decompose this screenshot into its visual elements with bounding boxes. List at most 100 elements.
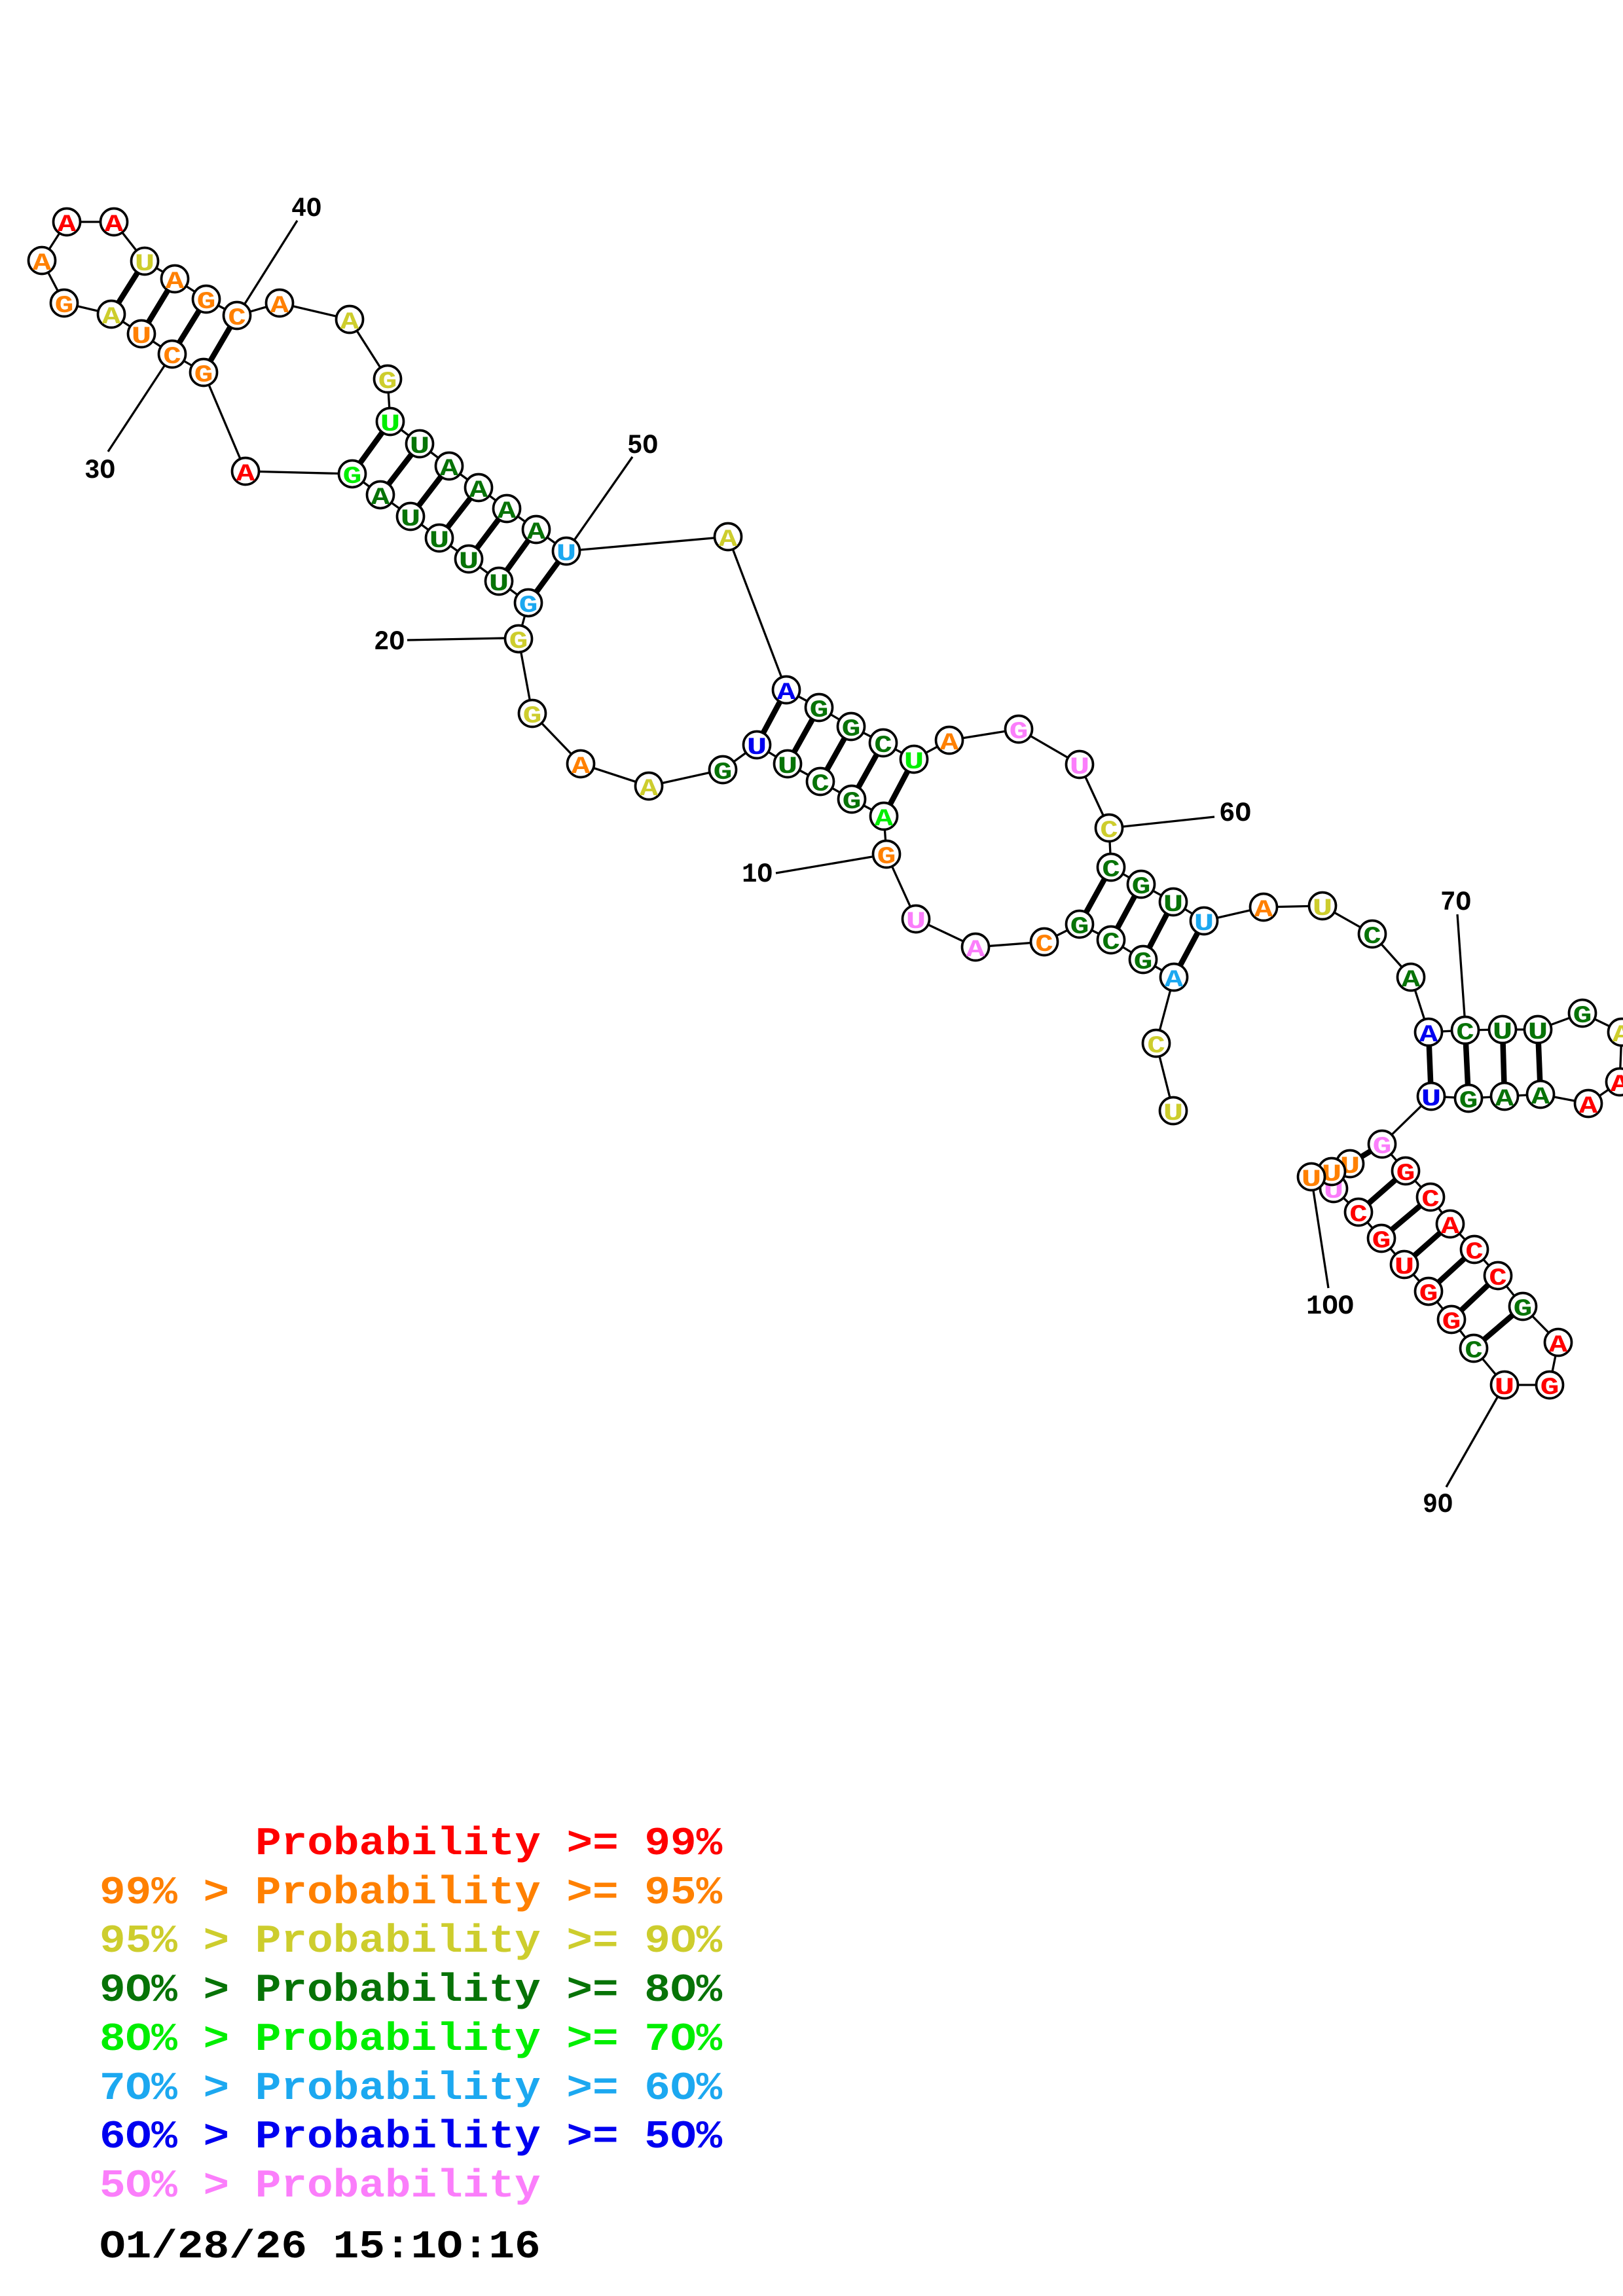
svg-text:6O% > Probability >= 5O%: 6O% > Probability >= 5O% [100, 2115, 723, 2160]
svg-text:C: C [1035, 931, 1053, 959]
svg-text:G: G [1373, 1134, 1392, 1161]
svg-text:G: G [1396, 1160, 1415, 1188]
svg-text:U: U [556, 541, 577, 568]
svg-text:G: G [519, 592, 538, 620]
svg-text:C: C [1363, 924, 1381, 951]
svg-text:U: U [380, 411, 401, 439]
svg-text:U: U [410, 433, 430, 461]
svg-text:8O% > Probability >= 7O%: 8O% > Probability >= 7O% [100, 2018, 723, 2062]
svg-text:U: U [459, 548, 479, 576]
svg-text:A: A [1531, 1084, 1551, 1111]
svg-text:A: A [1419, 1022, 1439, 1049]
svg-text:U: U [401, 506, 421, 533]
svg-text:A: A [1549, 1332, 1569, 1359]
svg-text:U: U [1163, 1100, 1184, 1128]
svg-text:A: A [1611, 1071, 1623, 1099]
svg-text:C: C [1465, 1239, 1484, 1266]
svg-text:1O: 1O [742, 859, 773, 890]
svg-text:A: A [1254, 897, 1274, 924]
svg-text:A: A [166, 268, 185, 296]
svg-text:9O: 9O [1423, 1489, 1453, 1520]
svg-text:A: A [102, 304, 122, 331]
svg-text:A: A [572, 753, 591, 781]
svg-text:A: A [440, 456, 460, 483]
svg-text:G: G [1442, 1309, 1461, 1336]
svg-text:U: U [1070, 754, 1090, 781]
svg-text:U: U [489, 571, 509, 598]
svg-text:6O: 6O [1219, 798, 1251, 829]
svg-text:U: U [1163, 891, 1184, 919]
svg-text:U: U [778, 753, 798, 781]
svg-text:C: C [1102, 929, 1120, 957]
svg-text:G: G [1419, 1281, 1438, 1308]
svg-text:U: U [1313, 895, 1333, 923]
svg-text:A: A [340, 309, 360, 336]
svg-text:U: U [1194, 910, 1214, 938]
svg-text:A: A [33, 250, 52, 278]
svg-text:G: G [843, 789, 862, 816]
svg-text:A: A [1613, 1022, 1623, 1049]
svg-text:A: A [1579, 1093, 1599, 1121]
svg-text:U: U [1421, 1086, 1442, 1113]
svg-text:G: G [1010, 719, 1029, 746]
svg-text:G: G [1132, 874, 1151, 901]
svg-text:C: C [1349, 1202, 1368, 1229]
svg-text:U: U [906, 908, 926, 936]
svg-text:Probability >= 99%: Probability >= 99% [255, 1822, 723, 1867]
svg-text:G: G [877, 844, 896, 871]
svg-text:7O% > Probability >= 6O%: 7O% > Probability >= 6O% [100, 2067, 723, 2111]
svg-text:9O% > Probability >= 8O%: 9O% > Probability >= 8O% [100, 1969, 723, 2013]
svg-text:A: A [1441, 1213, 1461, 1241]
svg-text:A: A [236, 461, 256, 488]
svg-text:G: G [509, 628, 528, 656]
svg-text:G: G [194, 362, 213, 389]
svg-text:A: A [1495, 1086, 1515, 1113]
svg-text:G: G [378, 368, 397, 396]
svg-text:G: G [1541, 1374, 1559, 1402]
svg-text:A: A [966, 937, 986, 964]
svg-text:G: G [1070, 914, 1089, 941]
svg-text:G: G [810, 697, 829, 725]
svg-text:G: G [197, 289, 216, 316]
svg-text:G: G [1134, 949, 1153, 977]
svg-text:U: U [904, 749, 924, 776]
svg-text:U: U [747, 734, 767, 762]
svg-text:U: U [1495, 1374, 1515, 1402]
svg-text:A: A [527, 519, 547, 547]
svg-text:A: A [469, 477, 489, 505]
svg-text:A: A [940, 730, 960, 757]
svg-text:A: A [371, 484, 391, 512]
svg-text:U: U [135, 251, 155, 278]
svg-text:C: C [163, 344, 181, 371]
svg-text:3O: 3O [84, 455, 115, 486]
svg-text:A: A [1165, 967, 1184, 994]
svg-text:G: G [714, 759, 733, 787]
svg-text:G: G [523, 703, 542, 730]
svg-text:G: G [55, 293, 74, 320]
svg-text:C: C [811, 771, 830, 798]
svg-text:C: C [1102, 857, 1120, 884]
svg-text:A: A [719, 526, 739, 554]
svg-text:C: C [1100, 817, 1118, 845]
svg-text:2O: 2O [374, 626, 405, 658]
svg-text:A: A [777, 679, 797, 707]
svg-text:A: A [498, 498, 517, 526]
svg-text:U: U [1493, 1019, 1513, 1047]
svg-text:C: C [1489, 1265, 1507, 1293]
svg-text:U: U [132, 323, 152, 351]
svg-text:5O: 5O [627, 430, 658, 461]
svg-text:G: G [1514, 1296, 1533, 1323]
svg-text:G: G [1372, 1228, 1391, 1255]
svg-text:5O% > Probability: 5O% > Probability [100, 2164, 541, 2209]
svg-text:G: G [1459, 1088, 1478, 1115]
svg-text:99% > Probability >= 95%: 99% > Probability >= 95% [100, 1871, 723, 1916]
svg-text:G: G [343, 463, 362, 491]
svg-text:A: A [1402, 967, 1421, 994]
svg-text:A: A [105, 211, 124, 239]
svg-text:U: U [1302, 1166, 1322, 1194]
svg-text:G: G [842, 716, 861, 744]
svg-text:95% > Probability >= 9O%: 95% > Probability >= 9O% [100, 1920, 723, 1964]
svg-text:G: G [1573, 1003, 1592, 1030]
svg-text:U: U [1395, 1254, 1415, 1282]
svg-text:O1/28/26 15:1O:16: O1/28/26 15:1O:16 [100, 2225, 541, 2270]
